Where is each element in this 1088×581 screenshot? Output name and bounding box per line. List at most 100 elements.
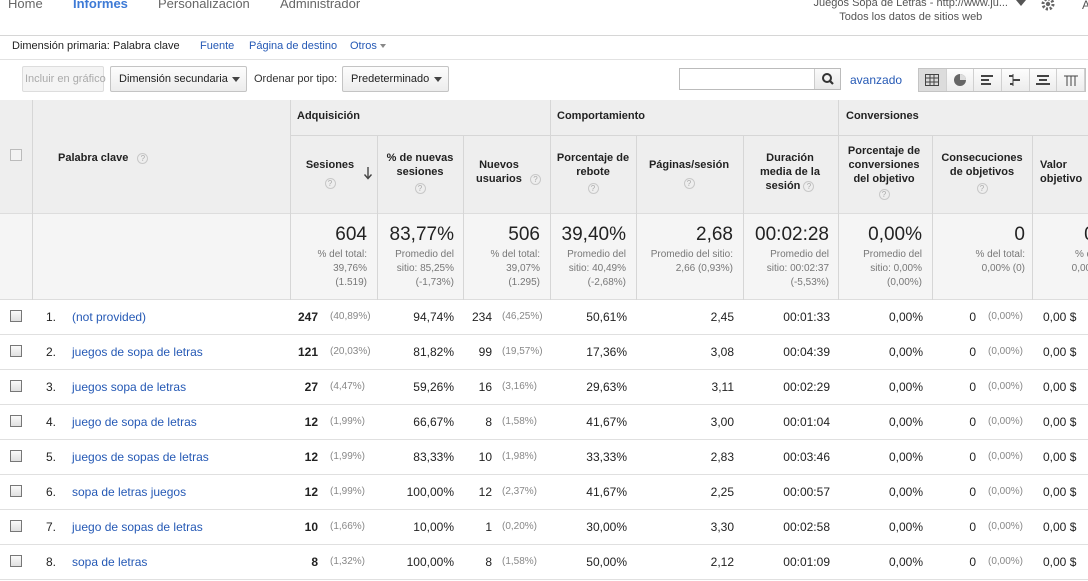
dimension-link-landing-page[interactable]: Página de destino xyxy=(249,40,338,52)
goal-value-value: 0,00 $ xyxy=(1043,380,1077,394)
column-header-bounce-rate[interactable]: Porcentaje de rebote ? xyxy=(553,151,633,195)
tab-administrador[interactable]: Administrador xyxy=(280,0,361,11)
help-icon[interactable]: ? xyxy=(683,177,695,189)
select-all-checkbox[interactable] xyxy=(10,149,22,161)
row-checkbox[interactable] xyxy=(10,380,22,392)
dimension-link-otros[interactable]: Otros xyxy=(350,40,386,52)
bounce-rate-value: 50,00% xyxy=(586,555,627,569)
sessions-value: 12 xyxy=(304,415,318,429)
keyword-link[interactable]: (not provided) xyxy=(72,310,147,324)
help-icon[interactable]: ? xyxy=(587,182,599,194)
help-icon[interactable]: ? xyxy=(137,152,149,164)
column-header-new-users-label: Nuevos usuarios xyxy=(476,159,522,185)
column-header-new-users[interactable]: Nuevos usuarios ? xyxy=(467,158,545,186)
report-toolbar: Incluir en gráfico Dimensión secundaria … xyxy=(0,60,1088,100)
column-header-new-sessions-label: % de nuevas sesiones xyxy=(386,152,454,178)
totals-value: 0, xyxy=(1084,224,1088,246)
keyword-link[interactable]: juego de sopa de letras xyxy=(72,415,197,429)
totals-value: 2,68 xyxy=(696,224,733,245)
sort-type-dropdown[interactable]: Predeterminado xyxy=(342,66,449,92)
goal-conversion-rate-value: 0,00% xyxy=(888,345,923,359)
totals-value: 83,77% xyxy=(389,224,454,245)
totals-value: 0 xyxy=(1014,224,1025,245)
pages-per-session-value: 2,83 xyxy=(710,450,734,464)
goal-completions-value: 0 xyxy=(969,450,976,464)
totals-subtext: (0,00%) xyxy=(886,277,922,288)
table-row: 4. juego de sopa de letras 12 (1,99%) 66,67%… xyxy=(0,405,1088,440)
plot-rows-button[interactable]: Incluir en gráfico xyxy=(22,66,106,92)
keyword-link[interactable]: sopa de letras xyxy=(72,555,148,569)
tab-informes[interactable]: Informes xyxy=(73,0,128,11)
keyword-link[interactable]: juegos sopa de letras xyxy=(72,380,187,394)
overflow-icon[interactable]: A xyxy=(1082,0,1088,12)
search-input[interactable] xyxy=(680,69,814,89)
column-header-goal-value[interactable]: Valor objetivo xyxy=(1040,158,1088,186)
keyword-link[interactable]: juegos de sopa de letras xyxy=(72,345,203,359)
term-cloud-view-button[interactable] xyxy=(1029,69,1058,91)
sessions-percent: (40,89%) xyxy=(330,311,371,322)
row-checkbox[interactable] xyxy=(10,450,22,462)
sessions-percent: (1,66%) xyxy=(330,521,366,532)
help-icon[interactable]: ? xyxy=(324,177,336,189)
sort-type-value: Predeterminado xyxy=(351,73,430,85)
totals-subtext: sitio: 85,25% xyxy=(396,263,454,274)
sessions-percent: (20,03%) xyxy=(330,346,371,357)
totals-subtext: Promedio del xyxy=(567,249,626,260)
row-checkbox[interactable] xyxy=(10,485,22,497)
table-row: 5. juegos de sopas de letras 12 (1,99%) 83,3… xyxy=(0,440,1088,475)
account-selector[interactable]: Juegos Sopa de Letras - http://www.ju...… xyxy=(814,0,1026,24)
comparison-view-button[interactable] xyxy=(1002,69,1030,91)
keyword-link[interactable]: sopa de letras juegos xyxy=(72,485,187,499)
gear-icon[interactable] xyxy=(1040,0,1056,12)
column-divider xyxy=(32,100,33,300)
tab-personalizacion[interactable]: Personalización xyxy=(158,0,250,11)
search-button[interactable] xyxy=(814,69,840,89)
pages-per-session-value: 2,25 xyxy=(710,485,734,499)
pages-per-session-value: 3,00 xyxy=(710,415,734,429)
sort-descending-icon[interactable] xyxy=(363,166,373,180)
row-checkbox[interactable] xyxy=(10,310,22,322)
advanced-filter-link[interactable]: avanzado xyxy=(850,73,903,87)
help-icon[interactable]: ? xyxy=(414,182,426,194)
top-nav: Home Informes Personalización Administra… xyxy=(0,0,1088,36)
pivot-view-button[interactable] xyxy=(1057,69,1086,91)
totals-subtext: % del total: xyxy=(975,249,1025,260)
column-header-goal-conversion-rate[interactable]: Porcentaje de conversiones del objetivo … xyxy=(841,144,927,201)
help-icon[interactable]: ? xyxy=(803,180,815,192)
help-icon[interactable]: ? xyxy=(878,188,890,200)
totals-subtext: % del total: xyxy=(490,249,540,260)
goal-completions-percent: (0,00%) xyxy=(988,521,1024,532)
column-header-pages-per-session[interactable]: Páginas/sesión ? xyxy=(640,158,738,190)
totals-subtext: sitio: 00:02:37 xyxy=(766,263,829,274)
dimension-link-fuente[interactable]: Fuente xyxy=(200,40,235,52)
column-header-sessions[interactable]: Sesiones ? xyxy=(300,158,360,190)
column-header-goal-completions[interactable]: Consecuciones de objetivos ? xyxy=(935,151,1029,195)
column-divider xyxy=(290,100,291,300)
new-users-percent: (1,58%) xyxy=(502,556,538,567)
secondary-dimension-dropdown[interactable]: Dimensión secundaria xyxy=(110,66,247,92)
row-checkbox[interactable] xyxy=(10,520,22,532)
row-checkbox[interactable] xyxy=(10,555,22,567)
help-icon[interactable]: ? xyxy=(530,173,542,185)
goal-value-value: 0,00 $ xyxy=(1043,450,1077,464)
pie-view-button[interactable] xyxy=(946,69,975,91)
dimension-column-header[interactable]: Palabra clave ? xyxy=(58,151,149,165)
bar-view-button[interactable] xyxy=(974,69,1003,91)
keyword-link[interactable]: juego de sopas de letras xyxy=(72,520,203,534)
table-view-button[interactable] xyxy=(919,69,947,91)
totals-subtext: Promedio del sitio: xyxy=(650,249,733,260)
sessions-value: 12 xyxy=(304,485,318,499)
totals-value: 0,00% xyxy=(868,224,922,245)
totals-subtext: Promedio del xyxy=(395,249,454,260)
column-header-avg-duration[interactable]: Duración media de la sesión ? xyxy=(750,151,830,193)
new-sessions-value: 83,33% xyxy=(413,450,454,464)
new-sessions-value: 10,00% xyxy=(413,520,454,534)
totals-subtext: % del total: xyxy=(317,249,367,260)
goal-conversion-rate-value: 0,00% xyxy=(888,380,923,394)
row-checkbox[interactable] xyxy=(10,345,22,357)
column-header-new-sessions[interactable]: % de nuevas sesiones ? xyxy=(380,151,460,195)
keyword-link[interactable]: juegos de sopas de letras xyxy=(72,450,209,464)
tab-home[interactable]: Home xyxy=(8,0,43,11)
help-icon[interactable]: ? xyxy=(976,182,988,194)
row-checkbox[interactable] xyxy=(10,415,22,427)
